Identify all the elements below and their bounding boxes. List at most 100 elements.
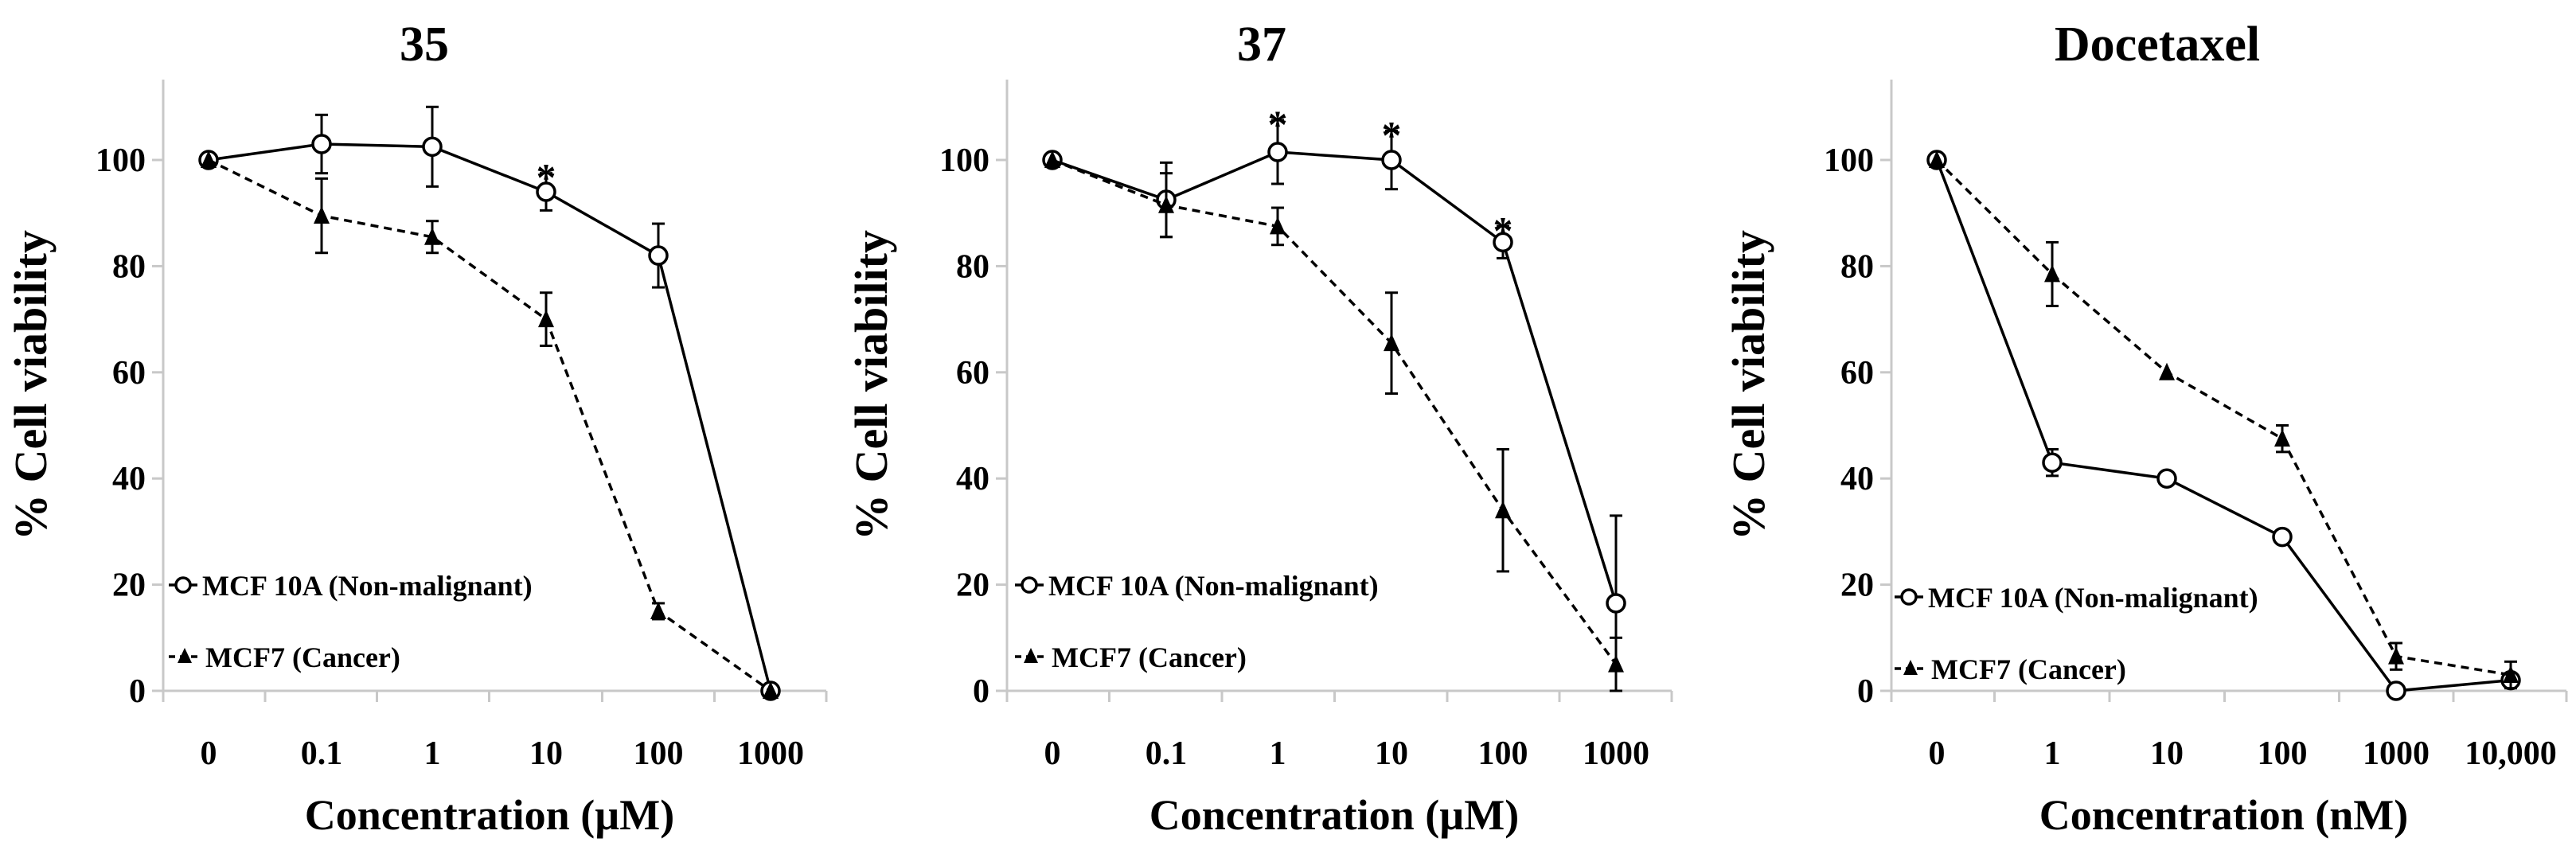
series-line-1: [1935, 159, 2512, 692]
x-tick-label: 100: [1478, 735, 1528, 772]
data-point-circle: [1267, 142, 1288, 162]
x-tick-label: 1000: [737, 735, 804, 772]
y-tick-label: 40: [956, 461, 989, 497]
y-tick-label: 100: [939, 142, 989, 179]
y-axis-label: % Cell viability: [1723, 230, 1774, 540]
legend-label: MCF7 (Cancer): [205, 641, 400, 673]
y-tick-label: 20: [1840, 567, 1874, 604]
data-point-circle: [311, 134, 332, 154]
legend-label: MCF 10A (Non-malignant): [202, 570, 533, 602]
significance-asterisk: *: [1493, 208, 1513, 252]
x-tick-label: 10,000: [2465, 735, 2557, 772]
chart-title: 35: [400, 18, 449, 72]
y-tick-label: 60: [1840, 355, 1874, 392]
y-tick-label: 60: [112, 355, 146, 392]
legend-label: MCF 10A (Non-malignant): [1928, 582, 2258, 614]
x-axis-label: Concentration (µM): [305, 791, 675, 839]
series-line-1: [208, 142, 772, 692]
data-point-circle: [648, 245, 669, 266]
x-tick-label: 10: [529, 735, 563, 772]
data-point-triangle: [1044, 150, 1060, 168]
legend-label: MCF7 (Cancer): [1931, 653, 2126, 685]
data-point-triangle: [2044, 264, 2060, 283]
legend-swatch-triangle: [178, 648, 192, 663]
x-tick-label: 0: [1044, 735, 1061, 772]
x-tick-label: 0: [201, 735, 217, 772]
data-point-triangle: [1270, 216, 1286, 235]
x-tick-label: 0.1: [301, 735, 343, 772]
data-point-triangle: [763, 681, 779, 699]
y-axis-label: % Cell viability: [845, 230, 897, 540]
series-line-2: [1052, 158, 1618, 665]
data-point-triangle: [201, 150, 217, 168]
series-line-2: [208, 158, 772, 692]
y-tick-label: 100: [96, 142, 146, 179]
significance-asterisk: *: [537, 155, 556, 200]
legend-swatch-triangle: [1903, 660, 1918, 675]
legend-swatch-circle: [1900, 588, 1918, 606]
data-point-triangle: [424, 227, 440, 245]
data-point-triangle: [2388, 646, 2404, 665]
legend: MCF 10A (Non-malignant) MCF7 (Cancer): [1895, 582, 2258, 685]
x-tick-label: 0.1: [1146, 735, 1188, 772]
significance-asterisk: *: [1382, 112, 1402, 157]
legend-label: MCF 10A (Non-malignant): [1048, 570, 1379, 602]
series-line-2: [1935, 158, 2512, 677]
x-tick-label: 10: [1375, 735, 1408, 772]
data-point-triangle: [1608, 654, 1624, 673]
data-point-triangle: [1158, 195, 1174, 213]
y-tick-label: 80: [112, 248, 146, 285]
y-tick-label: 20: [112, 567, 146, 604]
data-point-triangle: [1929, 150, 1945, 168]
x-tick-label: 1: [1270, 735, 1286, 772]
legend-swatch-circle: [174, 576, 192, 594]
significance-asterisk: *: [1268, 102, 1288, 146]
series-line-1: [1052, 150, 1618, 604]
y-tick-label: 0: [973, 673, 989, 710]
data-point-triangle: [2159, 362, 2175, 380]
data-point-circle: [2156, 468, 2177, 489]
y-tick-label: 40: [1840, 461, 1874, 497]
y-tick-label: 80: [956, 248, 989, 285]
x-axis-label: Concentration (µM): [1149, 791, 1520, 839]
y-tick-label: 20: [956, 567, 989, 604]
x-tick-label: 0: [1929, 735, 1946, 772]
legend-swatch-circle: [1021, 576, 1038, 594]
data-point-triangle: [538, 310, 554, 328]
x-tick-label: 1000: [1583, 735, 1649, 772]
data-point-circle: [2042, 452, 2063, 473]
y-tick-label: 80: [1840, 248, 1874, 285]
data-point-circle: [1493, 232, 1513, 253]
data-point-triangle: [1495, 501, 1511, 519]
legend-label: MCF7 (Cancer): [1052, 641, 1247, 673]
x-tick-label: 100: [634, 735, 684, 772]
x-tick-label: 10: [2150, 735, 2184, 772]
chart-title: 37: [1237, 18, 1286, 72]
data-point-triangle: [2503, 665, 2519, 683]
y-tick-label: 40: [112, 461, 146, 497]
x-tick-label: 100: [2258, 735, 2308, 772]
x-tick-label: 1000: [2363, 735, 2430, 772]
chart-title: Docetaxel: [2055, 18, 2260, 72]
x-tick-label: 1: [424, 735, 441, 772]
data-point-circle: [422, 136, 443, 158]
data-point-triangle: [2274, 429, 2290, 447]
data-point-triangle: [314, 206, 330, 224]
x-axis-label: Concentration (nM): [2039, 791, 2408, 839]
data-point-triangle: [650, 601, 666, 619]
data-point-circle: [2272, 526, 2293, 548]
y-tick-label: 60: [956, 355, 989, 392]
y-tick-label: 0: [129, 673, 146, 710]
legend: MCF 10A (Non-malignant) MCF7 (Cancer): [169, 570, 533, 673]
data-point-circle: [536, 181, 556, 202]
data-point-circle: [1381, 150, 1402, 170]
y-axis-label: % Cell viability: [5, 230, 57, 540]
data-point-circle: [1606, 593, 1626, 614]
y-tick-label: 100: [1824, 142, 1874, 179]
x-tick-label: 1: [2044, 735, 2061, 772]
